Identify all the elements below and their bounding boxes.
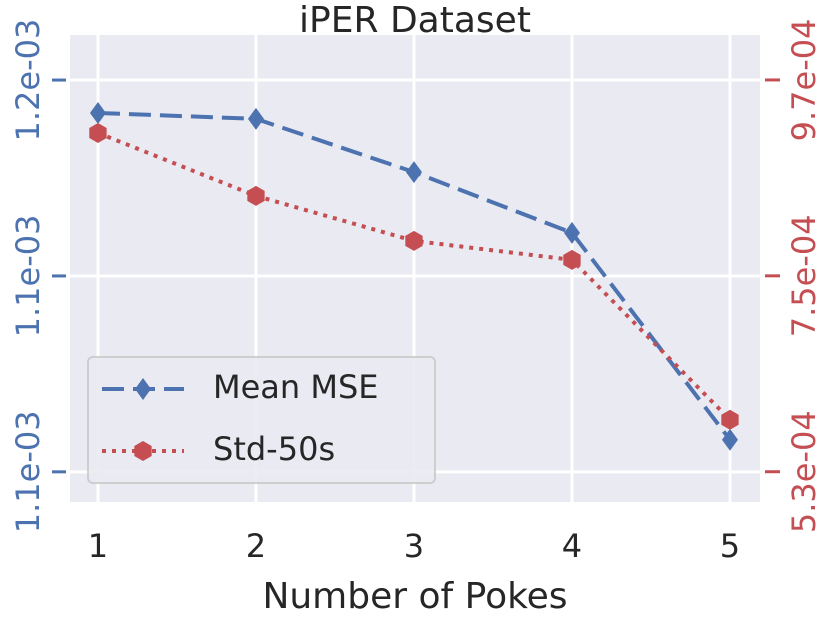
series-line [97, 131, 732, 422]
point-marker [563, 221, 580, 244]
legend-label: Std-50s [213, 430, 335, 468]
point-marker [405, 161, 422, 184]
x-tick-label: 1 [88, 527, 108, 565]
y-tick-label: 1.1e-03 [9, 215, 47, 338]
x-axis-label: Number of Pokes [262, 576, 567, 617]
x-tick-label: 2 [246, 527, 266, 565]
x-tick-label: 4 [562, 527, 582, 565]
chart-title: iPER Dataset [299, 0, 531, 41]
legend-marker [134, 441, 152, 461]
point-marker [563, 249, 581, 270]
point-marker [247, 185, 265, 206]
y-tick-label: 1.1e-03 [9, 410, 47, 533]
x-tick-label: 3 [404, 527, 424, 565]
point-marker [721, 409, 739, 430]
legend-marker [135, 378, 151, 400]
point-marker [721, 428, 738, 451]
point-marker [89, 101, 106, 124]
y2-tick-label: 9.7e-04 [785, 19, 823, 142]
y-tick-label: 1.2e-03 [9, 19, 47, 142]
y2-tick-label: 7.5e-04 [785, 214, 823, 337]
y2-tick-label: 5.3e-04 [785, 410, 823, 533]
x-tick-label: 5 [720, 527, 740, 565]
point-marker [89, 122, 107, 143]
point-marker [405, 230, 423, 251]
point-marker [247, 107, 264, 130]
legend-label: Mean MSE [213, 368, 379, 406]
